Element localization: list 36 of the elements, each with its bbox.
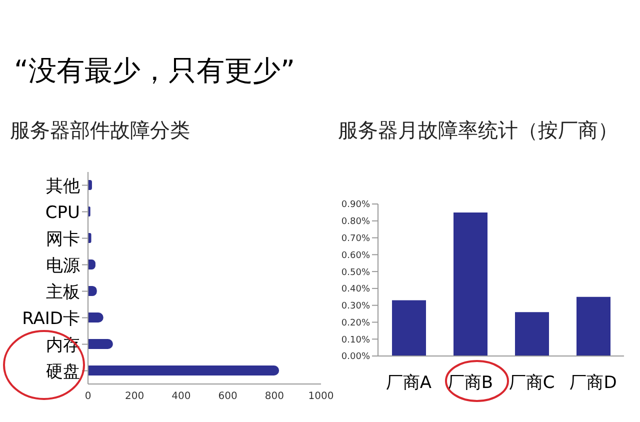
y-tick-label: 其他 xyxy=(46,176,80,196)
chart-title: “没有最少，只有更少” xyxy=(14,53,296,89)
x-tick-label: 厂商C xyxy=(508,373,555,394)
y-tick-label: RAID卡 xyxy=(22,308,80,329)
y-tick-label: 0.90% xyxy=(341,200,370,210)
y-tick-label: 主板 xyxy=(46,282,80,302)
y-tick-label: 0.30% xyxy=(341,302,370,312)
chart-title: 服务器月故障率统计（按厂商） xyxy=(338,117,618,144)
y-tick-label: 0.60% xyxy=(341,250,370,261)
bar xyxy=(576,296,610,356)
bar xyxy=(88,366,280,376)
y-tick-label: 0.20% xyxy=(341,318,370,328)
bar xyxy=(515,312,549,356)
y-tick-label: CPU xyxy=(45,202,80,223)
y-tick-label: 网卡 xyxy=(46,229,80,250)
y-tick-label: 0.80% xyxy=(341,217,370,228)
y-tick-label: 硬盘 xyxy=(46,362,80,382)
x-tick-label: 600 xyxy=(218,391,238,402)
x-tick-label: 厂商B xyxy=(447,373,494,394)
y-tick-label: 0.00% xyxy=(341,352,370,362)
bar xyxy=(392,300,426,356)
x-tick-label: 400 xyxy=(172,391,191,402)
y-tick-label: 0.70% xyxy=(341,234,370,244)
bar xyxy=(88,339,113,349)
y-tick-label: 0.10% xyxy=(341,335,370,346)
x-tick-label: 0 xyxy=(84,391,92,402)
bar xyxy=(454,212,488,356)
y-tick-label: 电源 xyxy=(46,256,80,276)
x-tick-label: 厂商A xyxy=(386,373,432,394)
x-tick-label: 200 xyxy=(125,391,144,402)
x-tick-label: 1000 xyxy=(308,391,334,402)
y-tick-label: 0.40% xyxy=(341,284,370,295)
y-tick-label: 0.50% xyxy=(341,268,370,278)
x-tick-label: 800 xyxy=(264,391,284,402)
x-tick-label: 厂商D xyxy=(570,373,617,394)
chart-subtitle: 服务器部件故障分类 xyxy=(10,117,190,144)
